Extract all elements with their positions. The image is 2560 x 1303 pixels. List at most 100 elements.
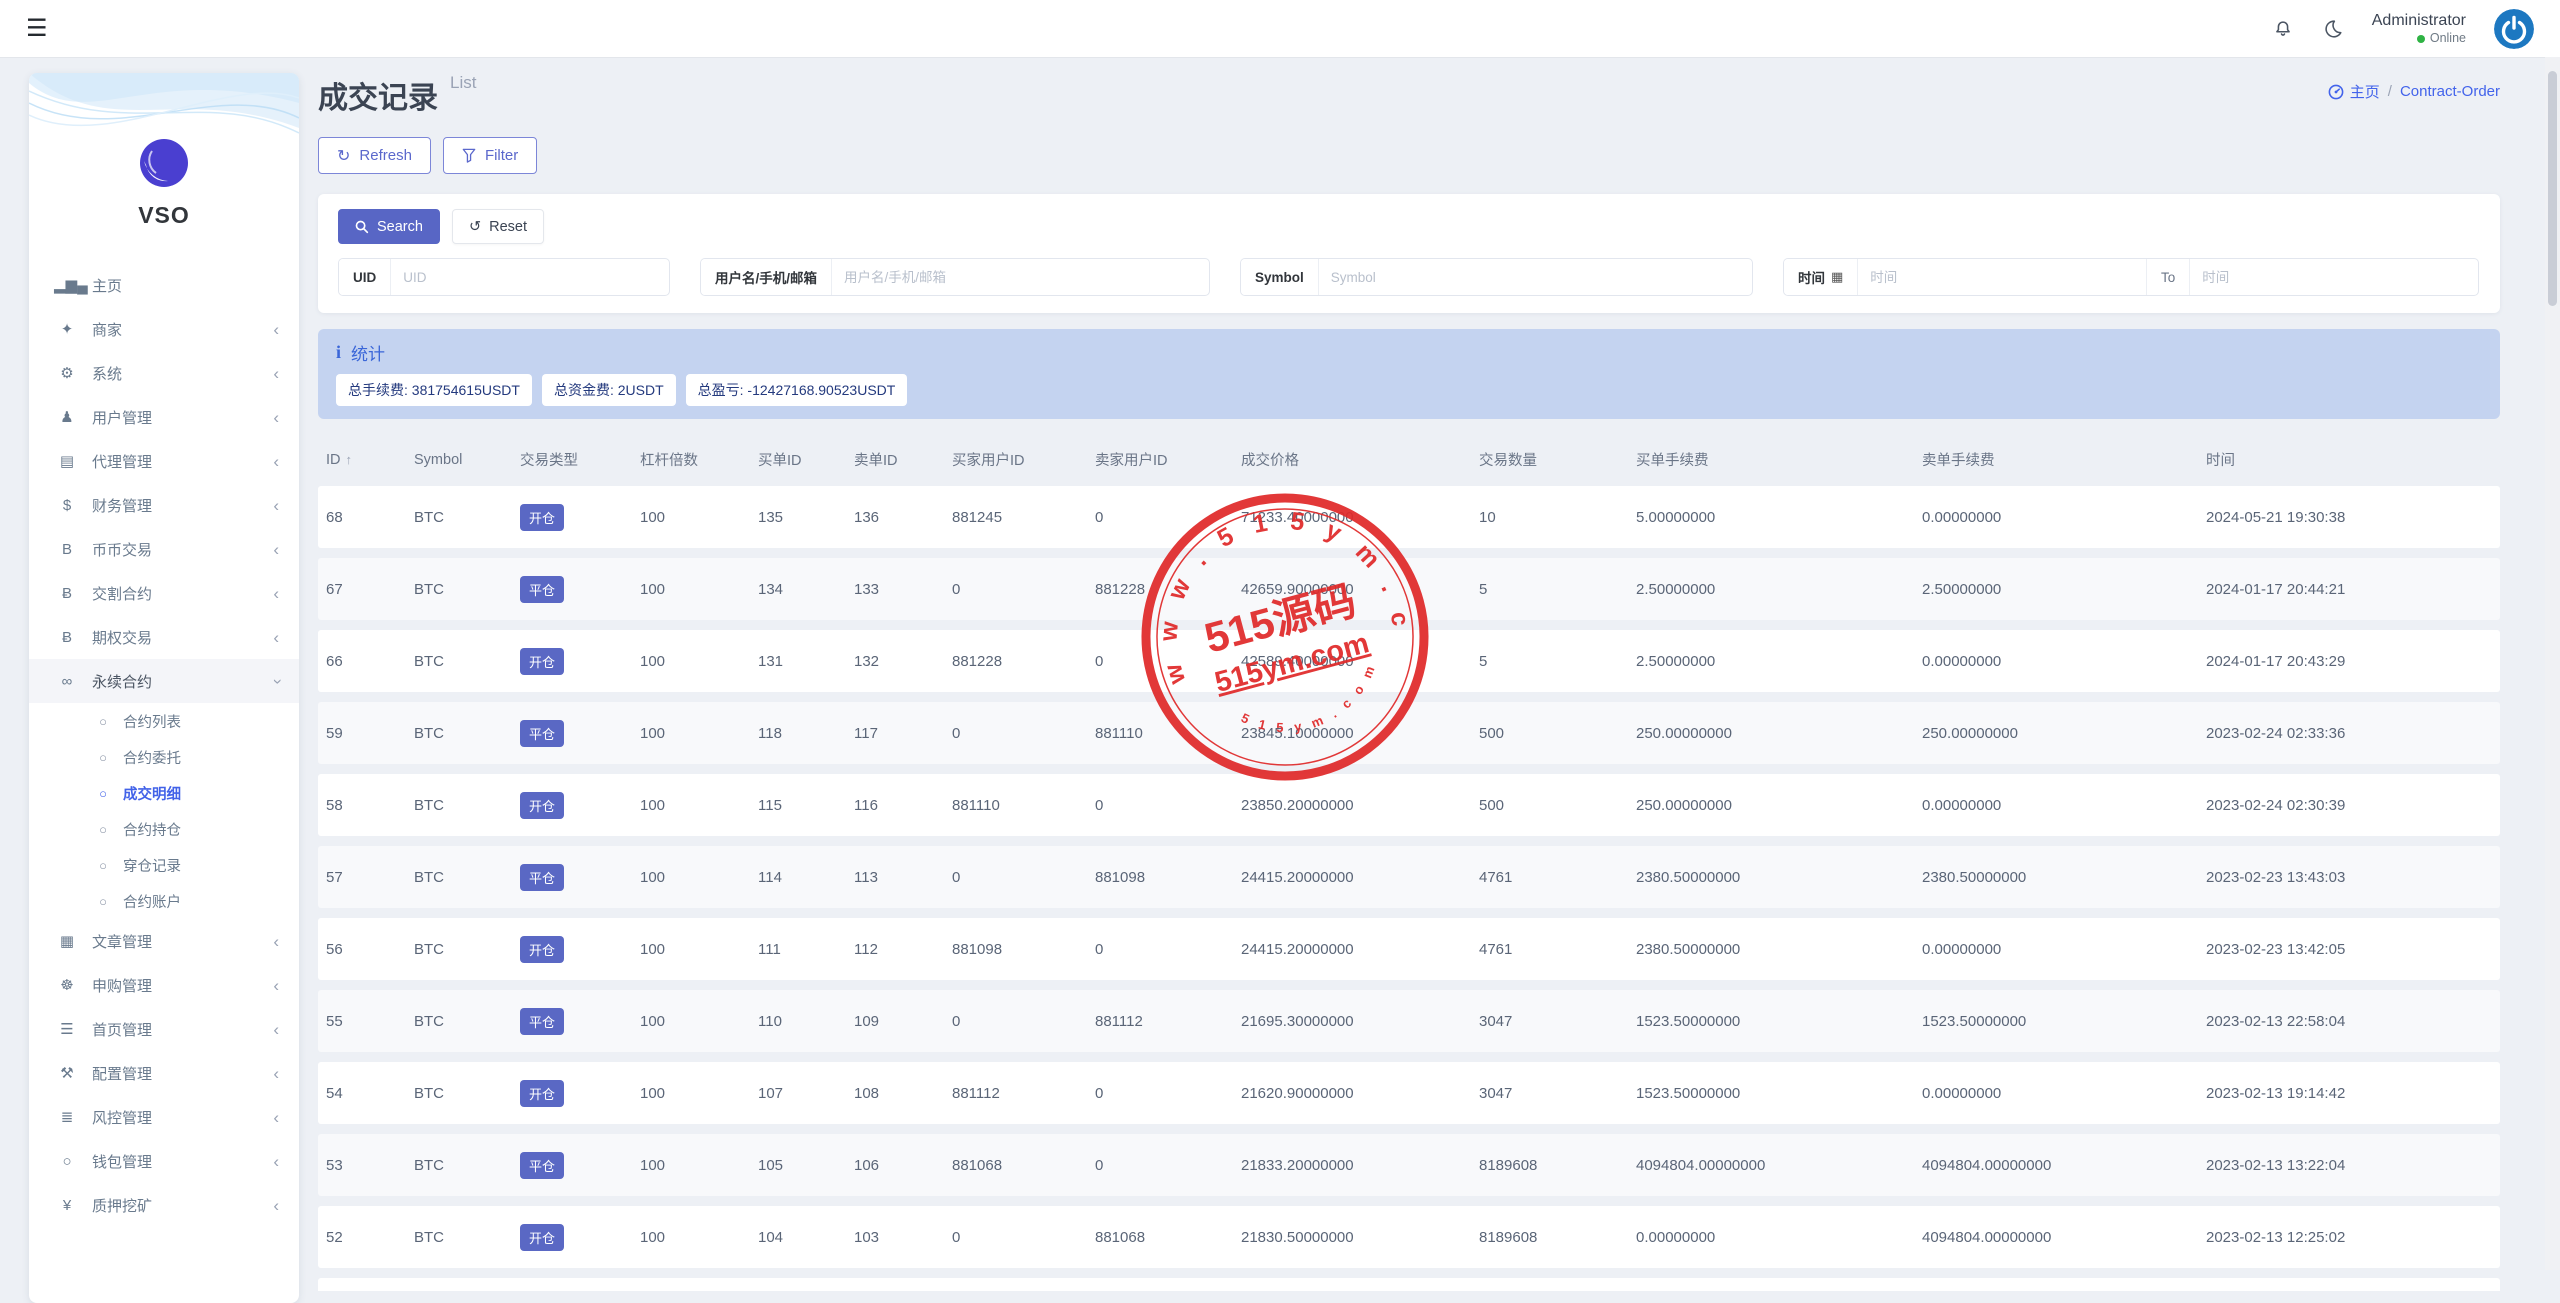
cell-buy-order-id: 110 [758, 1013, 854, 1030]
table-row[interactable]: 53 BTC 平仓 100 105 106 881068 0 21833.200… [318, 1134, 2500, 1196]
cell-buy-order-id: 131 [758, 653, 854, 670]
sidebar-item[interactable]: ♟ 用户管理 ‹ [29, 395, 299, 439]
table-row[interactable]: 67 BTC 平仓 100 134 133 0 881228 42659.900… [318, 558, 2500, 620]
sidebar-item-label: 主页 [92, 275, 279, 296]
sidebar-item-label: 穿仓记录 [123, 855, 279, 876]
sidebar-item[interactable]: ≣ 风控管理 ‹ [29, 1095, 299, 1139]
user-input[interactable] [832, 259, 1209, 295]
circle-icon: ○ [95, 786, 111, 801]
sidebar-item[interactable]: ○ 合约持仓 [29, 811, 299, 847]
table-column-header[interactable]: 卖单ID [854, 449, 952, 470]
sidebar-menu: ▂▆▄ 主页 ✦ 商家 ‹ ⚙ 系统 ‹ ♟ 用户管理 ‹ [29, 263, 299, 1227]
table-column-header[interactable]: ID ↑ [326, 452, 414, 468]
time-end-input[interactable] [2190, 259, 2478, 295]
table-column-header[interactable]: 买单手续费 [1636, 449, 1922, 470]
search-button[interactable]: Search [338, 209, 440, 244]
sidebar-item[interactable]: ⚙ 系统 ‹ [29, 351, 299, 395]
reset-button[interactable]: ↺ Reset [452, 209, 544, 244]
user-filter-group: 用户名/手机/邮箱 [700, 258, 1210, 296]
cell-time: 2023-02-13 22:58:04 [2206, 1013, 2500, 1030]
hamburger-menu-icon[interactable]: ☰ [26, 17, 48, 41]
table-column-header[interactable]: 买家用户ID [952, 449, 1095, 470]
sidebar-item[interactable]: ○ 合约委托 [29, 739, 299, 775]
avatar[interactable] [2494, 9, 2534, 49]
merchant-icon: ✦ [54, 320, 80, 338]
cell-sell-fee: 0.00000000 [1922, 509, 2206, 526]
table-row[interactable]: 68 BTC 开仓 100 135 136 881245 0 71233.400… [318, 486, 2500, 548]
options-trade-icon: Ƀ [54, 629, 80, 646]
time-start-input[interactable] [1858, 259, 2146, 295]
sidebar-item[interactable]: ○ 钱包管理 ‹ [29, 1139, 299, 1183]
cell-price: 71233.40000000 [1241, 509, 1479, 526]
cell-buy-order-id: 105 [758, 1157, 854, 1174]
refresh-button[interactable]: ↻ Refresh [318, 137, 431, 174]
sidebar-item[interactable]: Ƀ 交割合约 ‹ [29, 571, 299, 615]
user-name: Administrator [2372, 11, 2466, 31]
sidebar-item[interactable]: ○ 成交明细 [29, 775, 299, 811]
symbol-input[interactable] [1319, 259, 1752, 295]
notifications-bell-icon[interactable] [2272, 18, 2294, 40]
table-column-header[interactable]: Symbol [414, 452, 520, 468]
sidebar-item[interactable]: ⚒ 配置管理 ‹ [29, 1051, 299, 1095]
table-row[interactable]: 66 BTC 开仓 100 131 132 881228 0 42589.400… [318, 630, 2500, 692]
cell-quantity: 4761 [1479, 869, 1636, 886]
top-navbar: ☰ Administrator Online [0, 0, 2560, 57]
sort-arrow-icon[interactable]: ↑ [346, 452, 353, 467]
table-row[interactable]: 58 BTC 开仓 100 115 116 881110 0 23850.200… [318, 774, 2500, 836]
breadcrumb-current[interactable]: Contract-Order [2400, 83, 2500, 100]
sidebar-item[interactable]: ○ 合约列表 [29, 703, 299, 739]
main-content: 成交记录 List 主页 / Contract-Order ↻ Refresh … [318, 73, 2500, 1291]
table-row[interactable]: 56 BTC 开仓 100 111 112 881098 0 24415.200… [318, 918, 2500, 980]
table-column-header[interactable]: 杠杆倍数 [640, 449, 758, 470]
table-column-header[interactable]: 卖单手续费 [1922, 449, 2206, 470]
cell-sell-order-id: 112 [854, 941, 952, 958]
sidebar-item[interactable]: ○ 合约账户 [29, 883, 299, 919]
articles-icon: ▦ [54, 932, 80, 950]
breadcrumb-home-link[interactable]: 主页 [2328, 81, 2380, 102]
sidebar-item[interactable]: $ 财务管理 ‹ [29, 483, 299, 527]
sidebar-item[interactable]: ✦ 商家 ‹ [29, 307, 299, 351]
table-row[interactable]: 57 BTC 平仓 100 114 113 0 881098 24415.200… [318, 846, 2500, 908]
cell-id: 55 [326, 1013, 414, 1030]
table-column-header[interactable]: 时间 [2206, 449, 2500, 470]
sidebar: VSO ▂▆▄ 主页 ✦ 商家 ‹ ⚙ 系统 ‹ ♟ 用户管理 [29, 73, 299, 1303]
table-row[interactable]: 54 BTC 开仓 100 107 108 881112 0 21620.900… [318, 1062, 2500, 1124]
cell-buyer-uid: 0 [952, 725, 1095, 742]
cell-time: 2023-02-24 02:33:36 [2206, 725, 2500, 742]
cell-leverage: 100 [640, 1229, 758, 1246]
uid-input[interactable] [391, 259, 669, 295]
chevron-icon: ‹ [273, 1197, 279, 1214]
sidebar-item[interactable]: ☰ 首页管理 ‹ [29, 1007, 299, 1051]
chart-icon: ▂▆▄ [54, 276, 80, 294]
table-column-header[interactable]: 交易类型 [520, 449, 640, 470]
cell-time: 2023-02-23 13:43:03 [2206, 869, 2500, 886]
trades-table: ID ↑ Symbol 交易类型 杠杆倍数 [318, 443, 2500, 1291]
table-column-header[interactable]: 成交价格 [1241, 449, 1479, 470]
sidebar-item[interactable]: ☸ 申购管理 ‹ [29, 963, 299, 1007]
sidebar-item[interactable]: ¥ 质押挖矿 ‹ [29, 1183, 299, 1227]
dark-mode-moon-icon[interactable] [2322, 18, 2344, 40]
sidebar-item[interactable]: ▤ 代理管理 ‹ [29, 439, 299, 483]
scrollbar-thumb[interactable] [2548, 71, 2557, 306]
sidebar-item[interactable]: B 币币交易 ‹ [29, 527, 299, 571]
table-row[interactable]: 52 BTC 开仓 100 104 103 0 881068 21830.500… [318, 1206, 2500, 1268]
table-column-header[interactable]: 卖家用户ID [1095, 449, 1241, 470]
vertical-scrollbar[interactable] [2545, 57, 2560, 1270]
table-row[interactable]: 59 BTC 平仓 100 118 117 0 881110 23845.100… [318, 702, 2500, 764]
filter-button[interactable]: Filter [443, 137, 537, 174]
table-row[interactable]: 55 BTC 平仓 100 110 109 0 881112 21695.300… [318, 990, 2500, 1052]
cell-time: 2023-02-13 19:14:42 [2206, 1085, 2500, 1102]
sidebar-item[interactable]: ▦ 文章管理 ‹ [29, 919, 299, 963]
info-icon: i [336, 342, 341, 363]
cell-sell-order-id: 132 [854, 653, 952, 670]
cell-symbol: BTC [414, 941, 520, 958]
sidebar-item[interactable]: ○ 穿仓记录 [29, 847, 299, 883]
table-column-header[interactable]: 交易数量 [1479, 449, 1636, 470]
sidebar-item-label: 合约列表 [123, 711, 279, 732]
table-column-header[interactable]: 买单ID [758, 449, 854, 470]
sidebar-item[interactable]: ▂▆▄ 主页 [29, 263, 299, 307]
sidebar-item[interactable]: ∞ 永续合约 ‹ [29, 659, 299, 703]
cell-leverage: 100 [640, 725, 758, 742]
sidebar-item[interactable]: Ƀ 期权交易 ‹ [29, 615, 299, 659]
cell-price: 24415.20000000 [1241, 941, 1479, 958]
